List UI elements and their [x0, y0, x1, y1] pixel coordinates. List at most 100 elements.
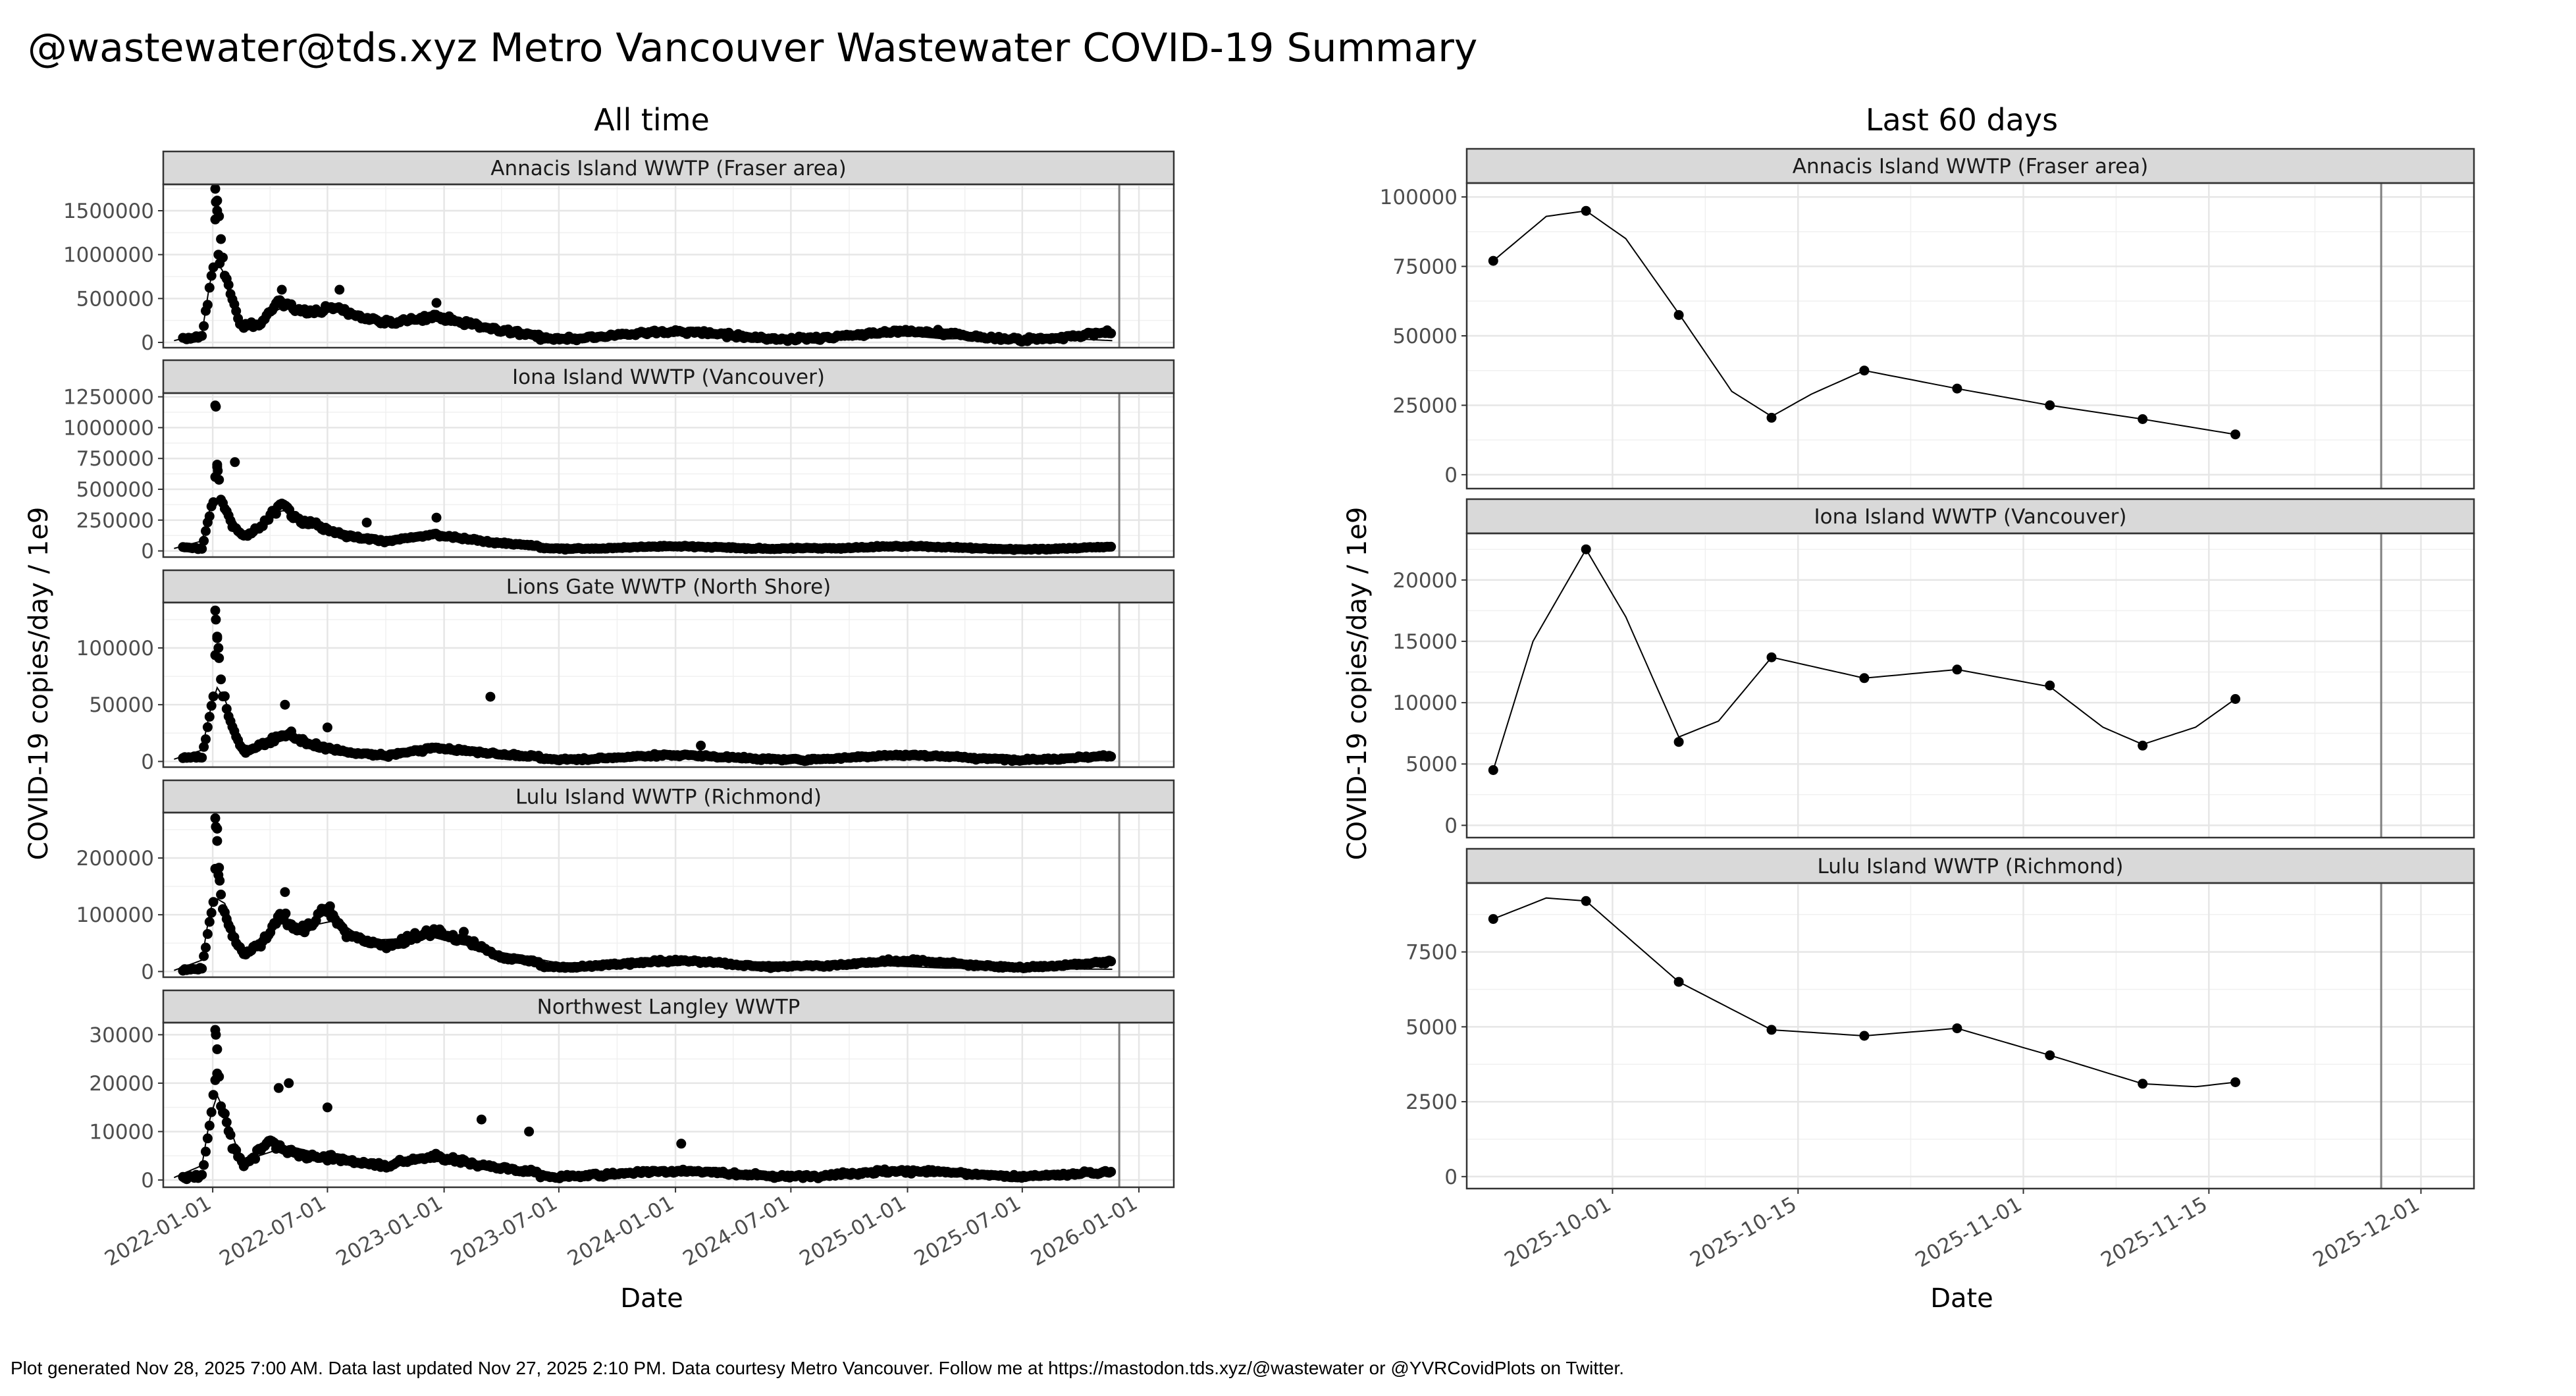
facet-strip-label: Northwest Langley WWTP	[537, 996, 801, 1019]
data-point	[276, 284, 287, 295]
y-tick-label: 10000	[1392, 691, 1458, 715]
trend-line	[174, 263, 1113, 342]
y-tick-label: 7500	[1406, 941, 1458, 965]
facet-strip-label: Lulu Island WWTP (Richmond)	[1818, 855, 2124, 878]
data-point	[216, 674, 226, 685]
data-point	[197, 331, 207, 341]
all-time-title: All time	[594, 102, 710, 138]
y-tick-label: 0	[1444, 464, 1458, 487]
y-tick-label: 0	[141, 540, 154, 564]
facet-strip	[162, 989, 1175, 1024]
y-tick-label: 5000	[1406, 1015, 1458, 1039]
y-tick-label: 100000	[1380, 186, 1458, 209]
panel-0-4: Northwest Langley WWTP 0 10000 20000 30000	[89, 989, 1175, 1193]
last-60-days-chart: Annacis Island WWTP (Fraser area)0250005…	[1380, 148, 2475, 1272]
data-point	[215, 258, 225, 269]
data-point	[216, 234, 226, 244]
panel-0-0: Annacis Island WWTP (Fraser area) 0 500000…	[63, 150, 1175, 355]
data-point	[211, 822, 221, 832]
data-point	[431, 512, 442, 523]
data-point	[204, 712, 215, 722]
data-point	[322, 722, 332, 733]
all-time-x-axis-title: Date	[620, 1283, 683, 1314]
data-point	[216, 890, 226, 899]
x-tick-label: 2025-11-15	[2097, 1193, 2211, 1272]
data-point	[199, 321, 209, 331]
panel-0-2: Lions Gate WWTP (North Shore) 0 50000 10000…	[76, 569, 1175, 774]
data-point	[334, 284, 345, 295]
facet-strip	[162, 779, 1175, 814]
data-point	[696, 740, 706, 751]
data-point	[325, 901, 335, 911]
y-tick-label: 200000	[76, 847, 154, 871]
data-point	[212, 631, 223, 642]
panel-1-2: Lulu Island WWTP (Richmond) 0 2500 5000 7500	[1406, 847, 2475, 1190]
y-tick-label: 0	[1444, 814, 1458, 838]
y-tick-label: 1500000	[63, 200, 154, 223]
y-tick-label: 0	[141, 331, 154, 355]
facet-strip	[1465, 498, 2475, 535]
data-point	[280, 887, 290, 898]
data-point	[210, 184, 221, 194]
y-tick-label: 1000000	[63, 244, 154, 267]
facet-strip	[162, 359, 1175, 394]
panel-0-1: Iona Island WWTP (Vancouver) 0 250000 50000…	[63, 359, 1175, 564]
x-tick-label: 2025-12-01	[2309, 1193, 2423, 1272]
x-tick-label: 2023-01-01	[332, 1191, 447, 1271]
y-tick-label: 50000	[89, 693, 154, 717]
panel-1-0: Annacis Island WWTP (Fraser area) 0 25000 5…	[1380, 148, 2475, 490]
y-tick-label: 30000	[89, 1023, 154, 1047]
trend-line	[174, 898, 1113, 971]
data-point	[210, 813, 221, 824]
data-point	[431, 298, 442, 308]
data-point	[215, 875, 225, 886]
panel-border	[162, 1021, 1175, 1189]
data-point	[524, 1126, 535, 1137]
y-tick-label: 20000	[1392, 569, 1458, 593]
all-time-y-axis-title: COVID-19 copies/day / 1e9	[24, 507, 54, 861]
panel-0-3: Lulu Island WWTP (Richmond) 0 100000 200000	[76, 779, 1175, 984]
data-point	[204, 1120, 215, 1131]
last-60-days-x-axis-title: Date	[1930, 1283, 1993, 1314]
y-tick-label: 10000	[89, 1120, 154, 1144]
data-point	[271, 508, 281, 519]
trend-line	[1492, 548, 2236, 770]
data-point	[213, 643, 224, 653]
data-point	[197, 1169, 207, 1180]
facet-strip-label: Annacis Island WWTP (Fraser area)	[1793, 155, 2149, 178]
data-point	[280, 699, 290, 710]
panel-border	[162, 392, 1175, 558]
data-point	[322, 1102, 332, 1113]
y-tick-label: 500000	[76, 478, 154, 502]
panel-background	[163, 813, 1174, 977]
x-tick-label: 2025-10-01	[1500, 1193, 1615, 1272]
y-tick-label: 0	[141, 960, 154, 984]
data-point	[204, 917, 215, 927]
y-tick-label: 1250000	[63, 386, 154, 410]
data-point	[202, 928, 213, 939]
panel-1-1: Iona Island WWTP (Vancouver) 0 5000 10000 15…	[1392, 498, 2475, 839]
x-tick-label: 2025-07-01	[910, 1191, 1025, 1271]
data-point	[214, 1071, 224, 1082]
data-point	[202, 722, 213, 732]
x-tick-label: 2024-07-01	[679, 1191, 793, 1271]
data-point	[211, 614, 221, 625]
data-point	[676, 1139, 687, 1149]
data-point	[1106, 751, 1117, 762]
panel-border	[162, 601, 1175, 768]
data-point	[212, 836, 223, 846]
y-tick-label: 75000	[1392, 255, 1458, 279]
data-point	[280, 908, 291, 919]
data-point	[213, 250, 224, 260]
y-tick-label: 0	[141, 750, 154, 774]
data-point	[212, 205, 223, 216]
data-point	[197, 544, 207, 554]
data-point	[1106, 956, 1117, 967]
data-points	[1488, 205, 2241, 440]
x-tick-label: 2022-01-01	[101, 1191, 215, 1271]
x-tick-label: 2025-01-01	[796, 1191, 910, 1271]
data-point	[210, 605, 221, 616]
y-tick-label: 15000	[1392, 630, 1458, 654]
x-tick-label: 2026-01-01	[1027, 1191, 1142, 1271]
data-point	[201, 942, 211, 953]
